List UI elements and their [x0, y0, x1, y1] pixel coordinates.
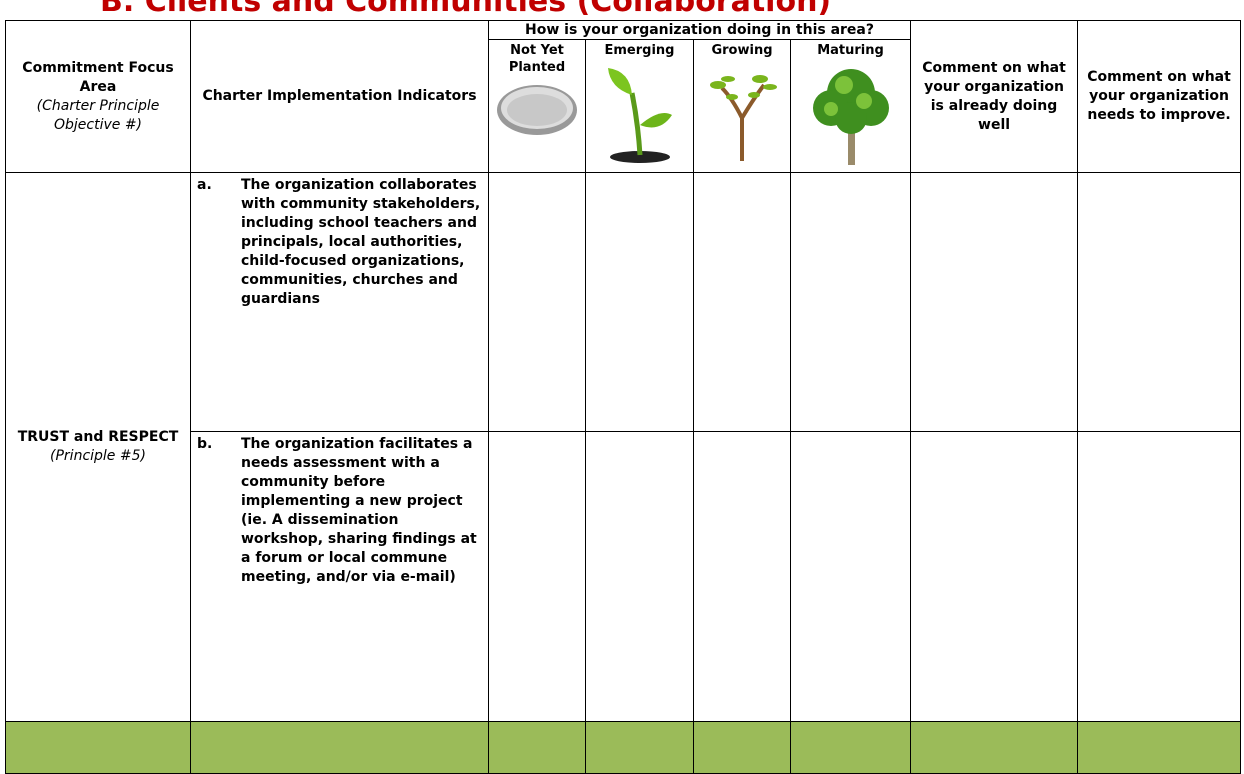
empty-cell[interactable]	[693, 172, 791, 432]
header-text: Comment on what your organization is alr…	[922, 59, 1066, 133]
indicator: b. The organization facilitates a needs a…	[197, 435, 482, 587]
assessment-table: Commitment Focus Area (Charter Principle …	[5, 20, 1242, 774]
section-cell	[190, 721, 489, 774]
header-row: Commitment Focus Area (Charter Principle …	[5, 20, 1242, 173]
focus-note: (Principle #5)	[50, 448, 146, 464]
indicator-text: The organization collaborates with commu…	[241, 177, 481, 307]
header-cell: Comment on what your organization is alr…	[910, 20, 1079, 173]
header-cell: Comment on what your organization needs …	[1077, 20, 1242, 173]
empty-cell[interactable]	[693, 431, 791, 722]
header-row: Not Yet Planted Emerging Growing Maturin…	[6, 39, 1241, 173]
section-cell	[5, 721, 191, 774]
indicator-letter: b.	[197, 436, 213, 452]
header-note: (Charter Principle Objective #)	[36, 97, 160, 133]
indicator-text: The organization facilitates a needs ass…	[241, 436, 477, 585]
section-row	[5, 721, 1242, 774]
rating-header: Maturing	[789, 39, 912, 173]
header-cell: Charter Implementation Indicators	[190, 20, 489, 173]
empty-cell[interactable]	[789, 172, 912, 432]
empty-cell[interactable]	[488, 431, 586, 722]
section-cell	[585, 721, 694, 774]
empty-cell[interactable]	[585, 431, 694, 722]
rating-label: Growing	[711, 43, 773, 58]
empty-cell[interactable]	[1077, 172, 1242, 432]
indicator-cell: b. The organization facilitates a needs a…	[190, 431, 489, 722]
section-cell	[693, 721, 791, 774]
indicator-cell: a. The organization collaborates with com…	[190, 172, 489, 432]
empty-cell[interactable]	[585, 172, 694, 432]
rating-header: Emerging	[585, 39, 694, 173]
focus-text: TRUST and RESPECT	[17, 429, 179, 445]
empty-cell[interactable]	[1077, 431, 1242, 722]
sprout-icon	[607, 68, 672, 163]
indicator-row: b. The organization facilitates a needs a…	[6, 431, 1242, 722]
title: B. Clients and Communities (Collaboratio…	[100, 0, 832, 19]
tree-icon	[812, 69, 889, 165]
header-text: Comment on what your organization needs …	[1087, 69, 1231, 123]
empty-cell[interactable]	[910, 172, 1079, 432]
indicator: a. The organization collaborates with com…	[197, 176, 482, 309]
indicator-row: TRUST and RESPECT (Principle #5) a. The or…	[5, 172, 1242, 722]
rating-label: Emerging	[604, 43, 675, 58]
rating-header: Not Yet Planted	[488, 39, 586, 173]
section-cell	[910, 721, 1079, 774]
plate-icon	[497, 85, 577, 135]
rating-label: Maturing	[817, 43, 884, 58]
header-cell: Commitment Focus Area (Charter Principle …	[5, 20, 191, 173]
rating-label: Not Yet Planted	[508, 43, 566, 75]
header-text: Charter Implementation Indicators	[202, 88, 477, 104]
empty-cell[interactable]	[488, 172, 586, 432]
sapling-icon	[710, 75, 777, 161]
rating-header: Growing	[693, 39, 791, 173]
section-cell	[488, 721, 586, 774]
empty-cell[interactable]	[910, 431, 1079, 722]
header-cell: How is your organization doing in this a…	[487, 20, 912, 40]
header-text: How is your organization doing in this a…	[525, 22, 874, 38]
section-cell	[789, 721, 912, 774]
section-cell	[1077, 721, 1242, 774]
header-text: Commitment Focus Area	[22, 59, 174, 95]
focus-cell: TRUST and RESPECT (Principle #5)	[5, 172, 191, 722]
empty-cell[interactable]	[789, 431, 912, 722]
indicator-letter: a.	[197, 177, 212, 193]
